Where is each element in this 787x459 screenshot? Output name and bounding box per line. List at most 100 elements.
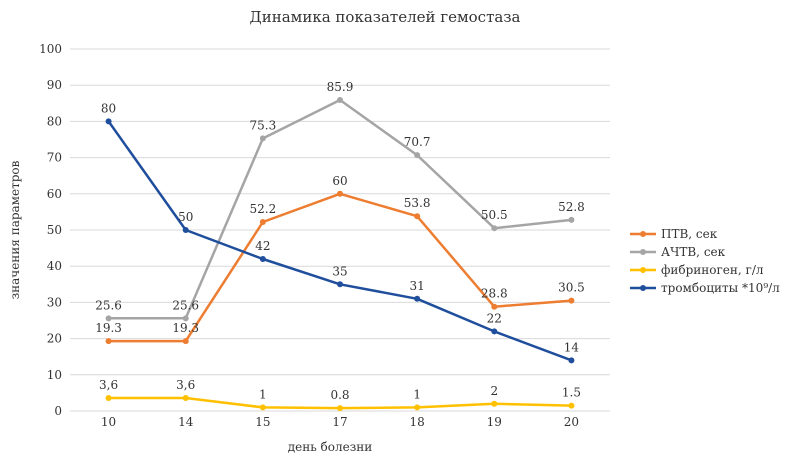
legend-swatch-marker: [640, 231, 646, 237]
data-point: [105, 338, 112, 345]
data-label: 3,6: [99, 378, 118, 392]
y-tick-label: 40: [47, 259, 62, 273]
data-point: [491, 400, 498, 407]
grid: [70, 48, 610, 412]
data-label: 52.2: [249, 202, 276, 216]
data-label: 60: [332, 174, 347, 188]
data-point: [182, 315, 189, 322]
y-tick-label: 10: [47, 368, 62, 382]
x-tick-label: 17: [332, 415, 347, 429]
data-label: 50.5: [481, 208, 508, 222]
data-point: [491, 328, 498, 335]
x-tick-label: 18: [410, 415, 425, 429]
data-label: 28.8: [481, 287, 508, 301]
data-label: 3,6: [176, 378, 195, 392]
series-lines: [105, 97, 575, 412]
data-point: [491, 225, 498, 232]
data-point: [568, 357, 575, 364]
data-point: [568, 216, 575, 223]
data-point: [105, 118, 112, 125]
data-label: 14: [564, 340, 580, 354]
y-tick-label: 0: [54, 404, 62, 418]
series-4: [105, 118, 575, 364]
series-3: [105, 394, 575, 412]
data-label: 1.5: [562, 386, 581, 400]
x-tick-label: 20: [564, 415, 579, 429]
data-point: [337, 281, 343, 288]
y-tick-label: 100: [39, 42, 62, 56]
data-point: [491, 303, 498, 310]
data-point: [182, 227, 189, 233]
data-label: 1: [413, 387, 421, 401]
data-point: [259, 255, 266, 262]
data-label: 80: [101, 101, 116, 115]
data-point: [182, 394, 189, 401]
data-point: [568, 402, 575, 409]
x-tick-label: 10: [101, 415, 116, 429]
data-labels: 19.3 19.3 52.2 60 53.8 28.8 30.5 25.6 25.6 75.3 85…: [95, 80, 585, 402]
data-label: 85.9: [327, 80, 354, 94]
legend-label: тромбоциты *10⁹/л: [661, 281, 780, 295]
data-point: [259, 404, 266, 411]
legend-label: ПТВ, сек: [661, 227, 718, 241]
data-point: [414, 213, 421, 220]
data-label: 19.3: [172, 321, 199, 335]
data-point: [414, 404, 421, 411]
data-label: 19.3: [95, 321, 122, 335]
data-label: 50: [178, 210, 193, 224]
series-1: [105, 190, 575, 345]
data-point: [414, 152, 421, 159]
y-tick-label: 50: [47, 223, 62, 237]
y-tick-label: 60: [47, 187, 62, 201]
data-point: [337, 97, 343, 104]
y-axis-ticks: 0 10 20 30 40 50 60 70 80 90 100: [39, 42, 62, 418]
data-point: [259, 219, 266, 226]
data-point: [414, 295, 421, 302]
data-point: [259, 135, 266, 142]
legend-item: тромбоциты *10⁹/л: [630, 281, 780, 295]
data-label: 53.8: [404, 196, 431, 210]
y-tick-label: 80: [47, 114, 62, 128]
data-label: 2: [490, 384, 498, 398]
x-tick-label: 19: [487, 415, 502, 429]
series-2: [105, 97, 575, 322]
data-point: [337, 190, 343, 197]
legend-label: фибриноген, г/л: [661, 263, 764, 277]
data-label: 35: [332, 264, 347, 278]
data-label: 31: [410, 279, 425, 293]
data-label: 1: [259, 387, 267, 401]
y-tick-label: 90: [47, 78, 62, 92]
data-point: [568, 297, 575, 304]
data-point: [337, 405, 343, 412]
legend-item: ПТВ, сек: [630, 227, 718, 241]
data-point: [105, 394, 112, 401]
data-label: 52.8: [558, 200, 585, 214]
y-tick-label: 30: [47, 295, 62, 309]
x-tick-label: 15: [255, 415, 270, 429]
data-label: 70.7: [404, 135, 431, 149]
y-axis-label: значения параметров: [8, 160, 22, 299]
x-axis-ticks: 10 14 15 17 18 19 20: [101, 415, 579, 429]
legend-item: фибриноген, г/л: [630, 263, 764, 277]
legend-swatch-marker: [640, 249, 646, 255]
legend-swatch-marker: [640, 285, 646, 291]
data-label: 0.8: [330, 388, 349, 402]
data-label: 25.6: [172, 298, 199, 312]
data-point: [182, 338, 189, 345]
chart-title: Динамика показателей гемостаза: [250, 8, 521, 26]
x-axis-label: день болезни: [288, 440, 373, 454]
x-tick-label: 14: [178, 415, 194, 429]
y-tick-label: 20: [47, 332, 62, 346]
data-label: 22: [487, 311, 502, 325]
legend-item: АЧТВ, сек: [630, 245, 726, 259]
data-label: 25.6: [95, 298, 122, 312]
data-label: 75.3: [249, 118, 276, 132]
legend: ПТВ, сек АЧТВ, сек фибриноген, г/л тромбоци…: [630, 227, 780, 295]
legend-swatch-marker: [640, 267, 646, 273]
data-point: [105, 315, 112, 322]
y-tick-label: 70: [47, 151, 62, 165]
data-label: 42: [255, 239, 270, 253]
legend-label: АЧТВ, сек: [661, 245, 726, 259]
data-label: 30.5: [558, 281, 585, 295]
